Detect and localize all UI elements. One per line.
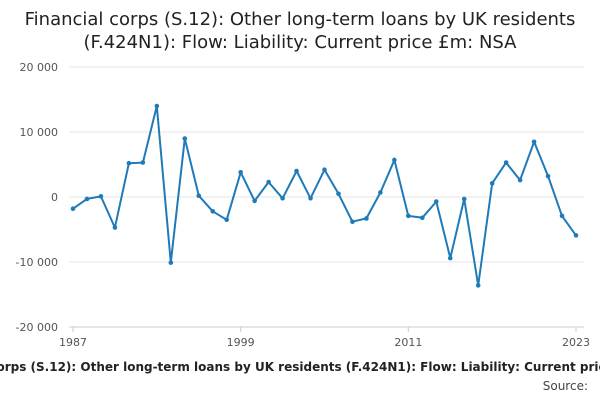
data-point xyxy=(322,167,327,172)
data-point xyxy=(182,136,188,141)
y-tick-label: -10 000 xyxy=(16,256,58,269)
x-tick-label: 2011 xyxy=(394,336,422,349)
y-tick-label: 20 000 xyxy=(20,61,59,74)
data-point xyxy=(98,194,104,199)
data-point xyxy=(84,196,90,202)
data-point xyxy=(573,233,579,238)
series-line xyxy=(72,105,577,287)
chart-description: Financial corps (S.12): Other long-term … xyxy=(0,360,600,378)
data-point xyxy=(112,225,118,230)
source-label: Source: xyxy=(542,379,588,393)
chart-description-text: Financial corps (S.12): Other long-term … xyxy=(0,360,600,374)
data-point xyxy=(447,255,453,261)
data-point xyxy=(266,179,271,185)
data-point xyxy=(140,160,146,165)
data-point xyxy=(433,199,439,204)
data-point xyxy=(517,177,523,183)
data-point xyxy=(364,216,369,221)
data-point xyxy=(559,213,565,219)
data-point xyxy=(238,170,243,175)
chart-title: Financial corps (S.12): Other long-term … xyxy=(24,9,576,53)
data-point xyxy=(531,139,537,145)
data-point xyxy=(280,196,285,201)
data-point xyxy=(503,160,509,165)
data-point xyxy=(461,196,467,202)
data-point xyxy=(336,191,341,197)
data-point xyxy=(545,173,551,179)
data-point xyxy=(252,198,257,204)
x-tick-label: 1987 xyxy=(59,336,87,349)
data-point xyxy=(126,160,132,166)
data-point xyxy=(475,283,481,288)
x-tick-label: 1999 xyxy=(227,336,255,349)
data-point xyxy=(378,190,383,195)
data-point xyxy=(224,217,229,223)
data-point xyxy=(294,168,299,174)
data-point xyxy=(168,260,174,265)
data-point xyxy=(392,157,397,163)
y-tick-label: 0 xyxy=(51,191,58,204)
data-point xyxy=(406,213,411,219)
data-point xyxy=(420,215,425,221)
data-point xyxy=(70,206,76,211)
y-tick-label: -20 000 xyxy=(16,321,58,334)
data-point xyxy=(350,219,355,224)
data-point xyxy=(489,181,495,186)
data-point xyxy=(308,196,313,201)
data-point xyxy=(196,193,202,198)
x-tick-label: 2023 xyxy=(562,336,590,349)
data-point xyxy=(210,209,216,214)
y-tick-label: 10 000 xyxy=(20,126,59,139)
data-point xyxy=(154,103,160,109)
